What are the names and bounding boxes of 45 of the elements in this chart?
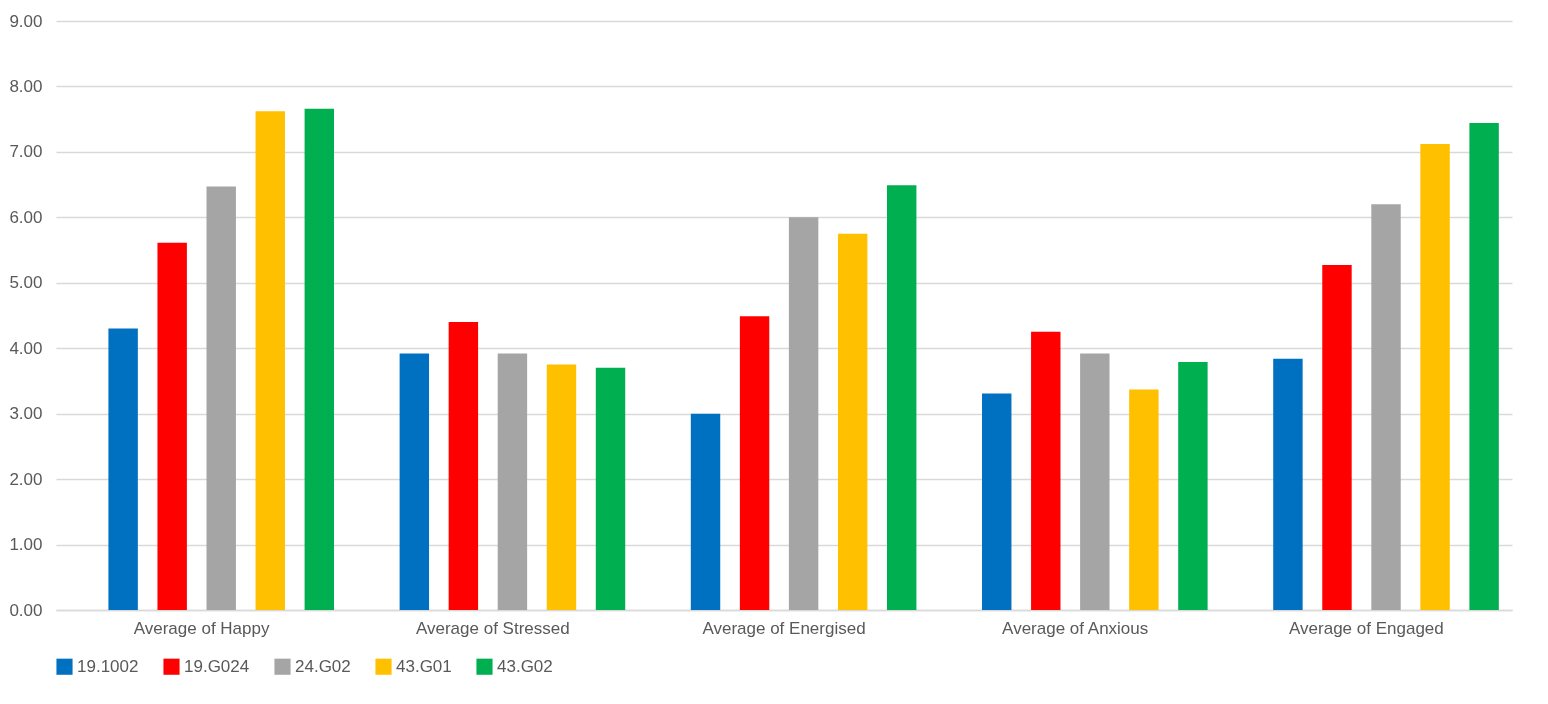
y-tick-label: 6.00: [9, 207, 43, 227]
x-tick-label: Average of Stressed: [415, 618, 570, 638]
bar: [108, 328, 138, 610]
bar: [1080, 353, 1110, 610]
bar: [304, 108, 335, 610]
y-tick-label: 7.00: [9, 142, 43, 162]
bar: [399, 353, 430, 610]
bar: [206, 186, 236, 610]
y-tick-label: 1.00: [9, 535, 43, 555]
y-tick-label: 3.00: [9, 404, 43, 424]
legend-label: 43.G01: [396, 656, 452, 676]
bar: [448, 322, 479, 610]
legend-label: 43.G02: [497, 656, 553, 676]
legend-label: 19.1002: [77, 656, 139, 676]
bar: [982, 393, 1012, 610]
bar: [788, 217, 819, 610]
y-tick-label: 2.00: [9, 469, 43, 489]
x-tick-label: Average of Engaged: [1289, 618, 1444, 638]
bar: [886, 185, 917, 610]
y-tick-label: 4.00: [9, 338, 43, 358]
y-tick-label: 0.00: [9, 600, 43, 620]
bar: [157, 242, 187, 610]
bar: [1469, 123, 1499, 610]
bar: [1273, 358, 1303, 610]
x-tick-label: Average of Anxious: [1002, 618, 1149, 638]
legend-label: 19.G024: [184, 656, 250, 676]
x-tick-label: Average of Energised: [702, 618, 866, 638]
bar: [1031, 331, 1061, 610]
bar: [546, 364, 577, 610]
legend-label: 24.G02: [295, 656, 351, 676]
y-tick-label: 8.00: [9, 76, 43, 96]
bar: [1129, 389, 1159, 610]
bar: [837, 233, 868, 610]
bar: [1178, 361, 1208, 610]
bar: [739, 316, 770, 610]
bar: [690, 413, 721, 610]
bar: [497, 353, 528, 610]
y-tick-label: 9.00: [9, 11, 43, 31]
bar: [255, 111, 285, 610]
bar: [1420, 144, 1450, 610]
bar: [1322, 265, 1352, 610]
y-tick-label: 5.00: [9, 273, 43, 293]
x-tick-label: Average of Happy: [133, 618, 270, 638]
bar: [1371, 204, 1401, 610]
bar: [595, 367, 626, 610]
